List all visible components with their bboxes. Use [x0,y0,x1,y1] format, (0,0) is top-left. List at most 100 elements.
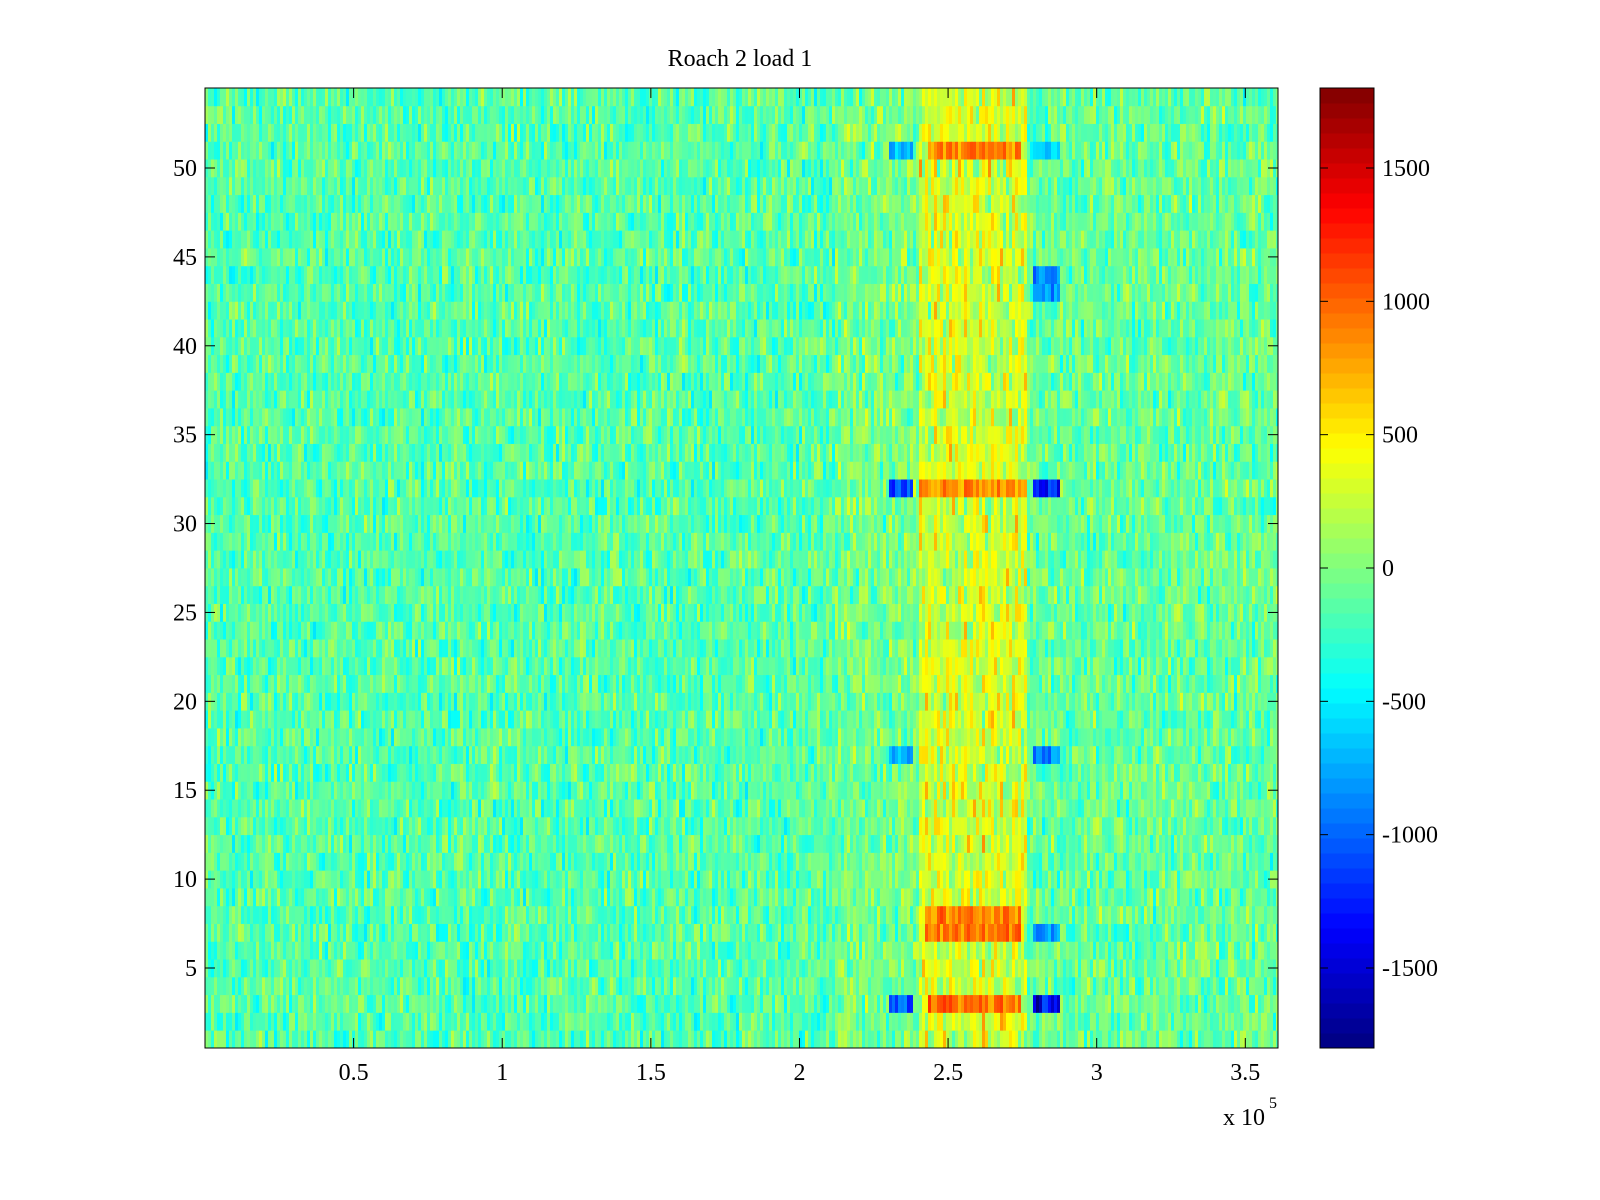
heatmap-cell [406,1030,410,1049]
heatmap-cell [286,959,290,978]
heatmap-cell [862,923,866,942]
heatmap-cell [823,888,827,907]
heatmap-cell [391,976,395,996]
heatmap-cell [547,994,551,1013]
heatmap-cell [619,994,623,1013]
heatmap-cell [916,1012,920,1031]
heatmap-cell [1021,1012,1025,1031]
heatmap-cell [1102,852,1106,871]
heatmap-cell [511,852,515,871]
heatmap-cell [451,959,455,978]
heatmap-cell [727,870,731,889]
heatmap-cell [823,923,827,942]
heatmap-cell [1048,1030,1052,1049]
heatmap-cell [1048,905,1052,924]
heatmap-cell [1138,870,1142,889]
heatmap-cell [220,923,224,942]
heatmap-cell [721,923,725,942]
heatmap-cell [376,888,380,907]
heatmap-cell [988,799,992,818]
heatmap-cell [1018,976,1022,996]
heatmap-cell [544,834,548,853]
heatmap-cell [784,834,788,853]
heatmap-cell [499,888,503,907]
heatmap-cell [1078,994,1082,1013]
heatmap-cell [238,852,242,871]
heatmap-cell [358,959,362,978]
heatmap-row [205,905,1279,924]
heatmap-cell [292,959,296,978]
heatmap-cell [781,870,785,889]
heatmap-cell [1105,923,1109,942]
heatmap-cell [520,1030,524,1049]
heatmap-cell [922,834,926,853]
heatmap-cell [1159,905,1163,924]
heatmap-cell [1156,994,1160,1013]
heatmap-cell [655,888,659,907]
heatmap-cell [901,976,905,996]
heatmap-cell [1216,941,1220,960]
heatmap-cell [379,870,383,889]
heatmap-cell [1057,834,1061,853]
heatmap-cell [1009,834,1013,853]
heatmap-cell [487,959,491,978]
heatmap-cell [631,852,635,871]
heatmap-cell [247,852,251,871]
heatmap-cell [292,941,296,960]
heatmap-cell [934,1030,938,1049]
heatmap-cell [838,799,842,818]
heatmap-cell [550,852,554,871]
heatmap-cell [316,923,320,942]
heatmap-cell [775,976,779,996]
heatmap-cell [316,852,320,871]
heatmap-cell [805,816,809,836]
heatmap-cell [1273,994,1277,1013]
heatmap-cell [1171,959,1175,978]
heatmap-cell [1249,1012,1253,1031]
heatmap-cell [451,852,455,871]
heatmap-cell [844,905,848,924]
heatmap-cell [889,959,893,978]
heatmap-cell [445,888,449,907]
heatmap-cell [895,941,899,960]
heatmap-cell [553,976,557,996]
heatmap-cell [925,941,929,960]
heatmap-cell [1135,870,1139,889]
heatmap-cell [577,816,581,836]
heatmap-cell [745,888,749,907]
heatmap-cell [964,870,968,889]
heatmap-cell [805,852,809,871]
heatmap-cell [289,852,293,871]
heatmap-cell [1177,976,1181,996]
heatmap-cell [340,1030,344,1049]
heatmap-cell [214,959,218,978]
heatmap-cell [913,994,917,1013]
heatmap-cell [820,799,824,818]
heatmap-cell [292,923,296,942]
heatmap-cell [1120,941,1124,960]
heatmap-cell [391,959,395,978]
heatmap-cell [1072,1030,1076,1049]
heatmap-cell [244,994,248,1013]
heatmap-cell [742,870,746,889]
heatmap-cell [649,799,653,818]
heatmap-cell [778,1030,782,1049]
heatmap-cell [409,852,413,871]
heatmap-cell [796,1012,800,1031]
heatmap-cell [766,1012,770,1031]
heatmap-cell [457,888,461,907]
heatmap-cell [988,941,992,960]
heatmap-cell [1006,1030,1010,1049]
heatmap-cell [364,870,368,889]
heatmap-cell [763,905,767,924]
heatmap-cell [1099,888,1103,907]
heatmap-cell [400,941,404,960]
heatmap-cell [814,1030,818,1049]
heatmap-cell [1210,816,1214,836]
heatmap-cell [340,923,344,942]
heatmap-cell [370,1012,374,1031]
heatmap-cell [430,834,434,853]
heatmap-cell [988,870,992,889]
heatmap-cell [928,852,932,871]
heatmap-cell [811,888,815,907]
